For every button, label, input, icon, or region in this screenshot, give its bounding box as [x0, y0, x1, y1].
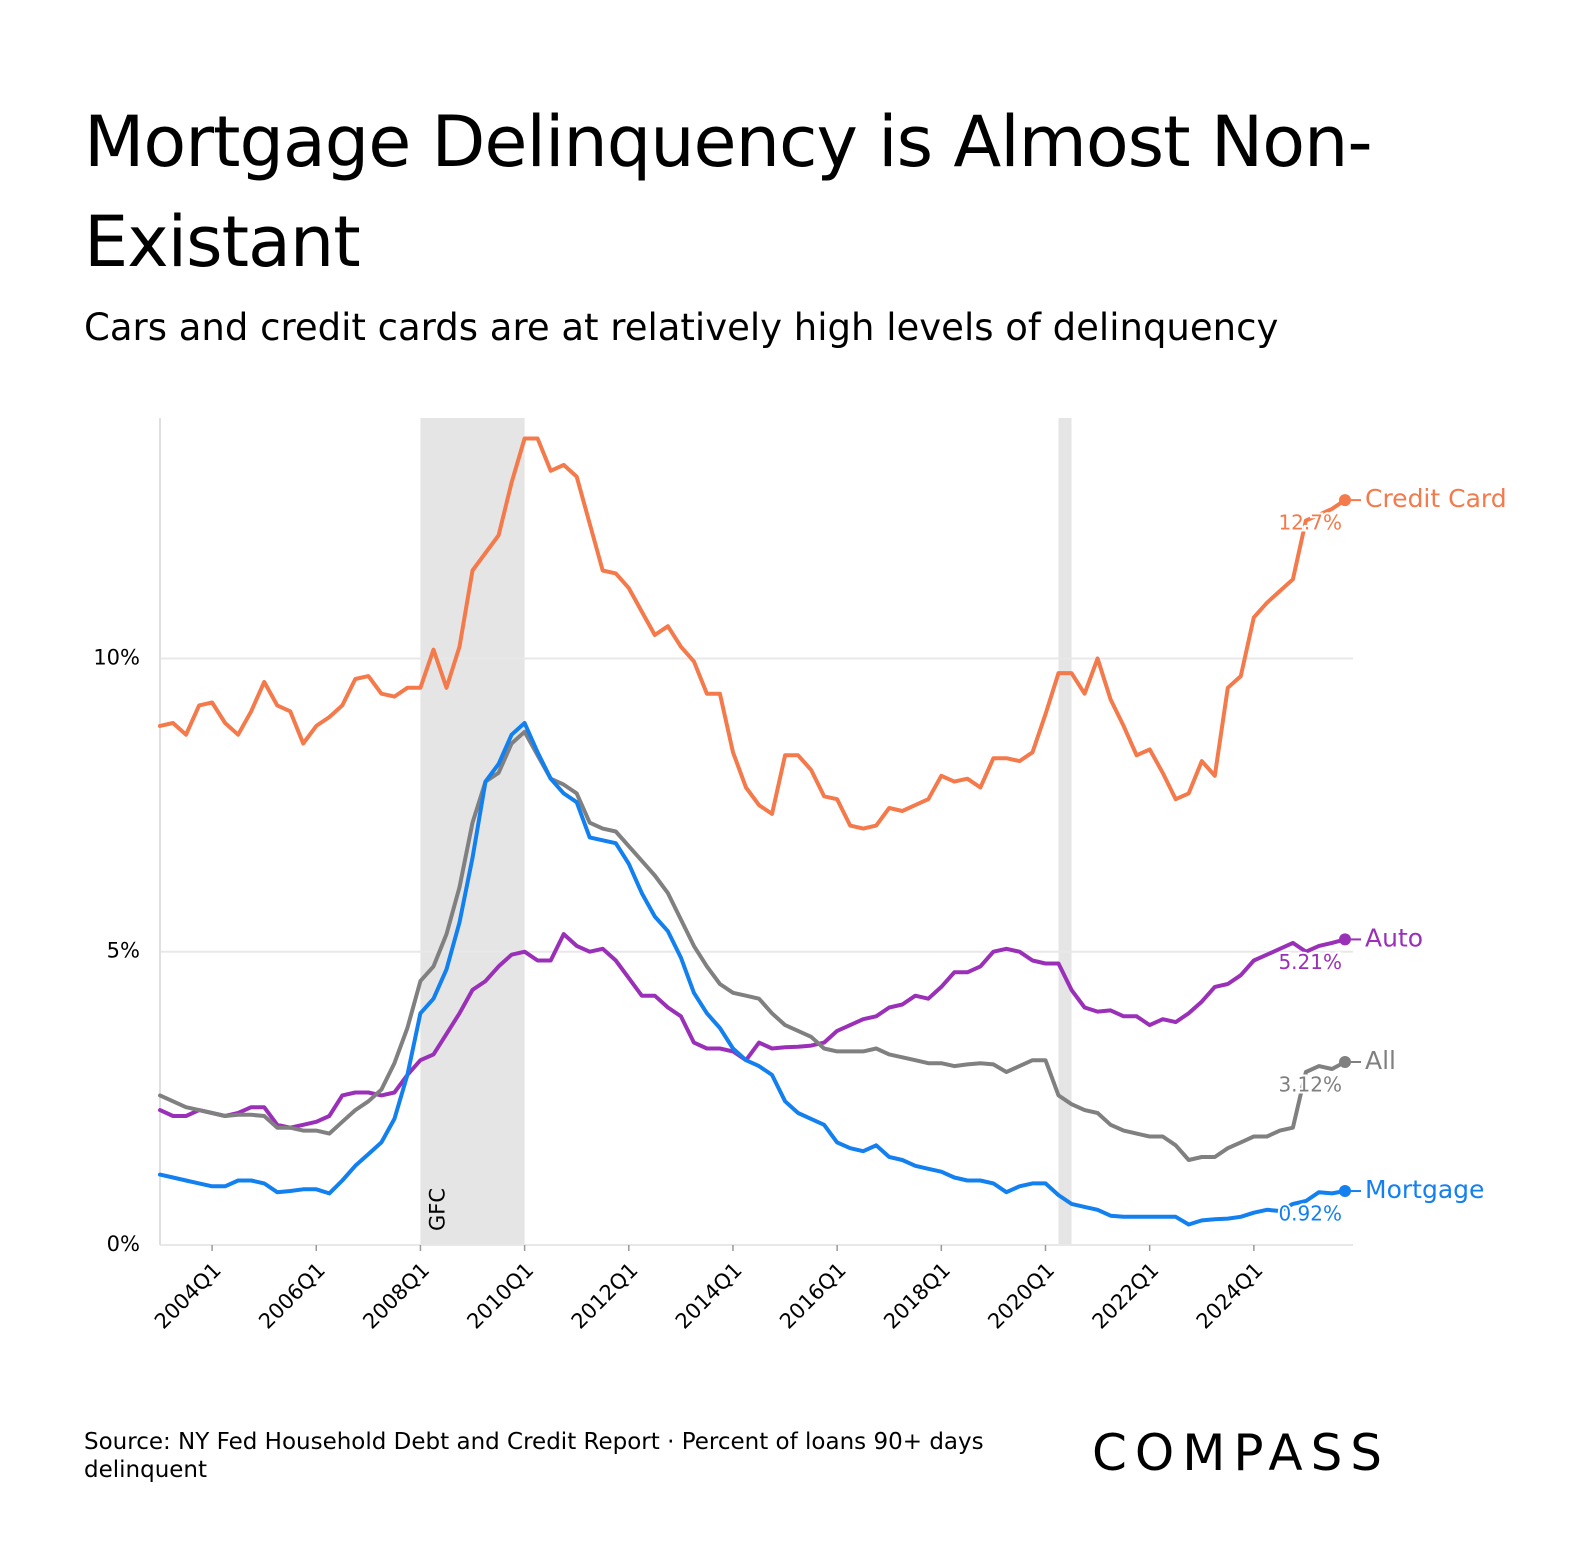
value-label: 5.21% [1278, 950, 1342, 974]
legend-label: Auto [1365, 923, 1423, 952]
x-tick-label: 2022Q1 [1088, 1258, 1164, 1334]
series-line [158, 932, 1347, 1130]
y-tick-label: 5% [107, 939, 140, 963]
x-tick-label: 2004Q1 [150, 1258, 226, 1334]
logo: COMPASS [1092, 1424, 1391, 1482]
y-tick-label: 0% [107, 1232, 140, 1256]
chart-title: Mortgage Delinquency is Almost Non-Exist… [84, 101, 1373, 283]
x-tick-label: 2018Q1 [879, 1258, 955, 1334]
x-tick-label: 2024Q1 [1192, 1258, 1268, 1334]
x-tick-label: 2020Q1 [983, 1258, 1059, 1334]
chart-subtitle: Cars and credit cards are at relatively … [84, 306, 1279, 349]
legend-label: Credit Card [1365, 484, 1507, 513]
x-tick-label: 2016Q1 [775, 1258, 851, 1334]
chart: GFC 0% 5% 10% 2004Q1 2006Q1 2008Q1 2010Q1 2012Q1… [93, 418, 1507, 1334]
legend-label: Mortgage [1365, 1175, 1484, 1204]
x-tick-label: 2008Q1 [358, 1258, 434, 1334]
x-tick-label: 2012Q1 [567, 1258, 643, 1334]
series-line [158, 721, 1347, 1227]
value-label: 0.92% [1278, 1202, 1342, 1226]
value-label: 3.12% [1278, 1073, 1342, 1097]
end-point [1339, 933, 1351, 946]
end-point [1339, 494, 1351, 507]
x-tick-label: 2006Q1 [254, 1258, 330, 1334]
source-note: Source: NY Fed Household Debt and Credit… [84, 1429, 984, 1483]
end-point [1339, 1185, 1351, 1198]
value-label: 12.7% [1278, 511, 1342, 535]
x-tick-label: 2014Q1 [671, 1258, 747, 1334]
end-point [1339, 1056, 1351, 1069]
shaded-region-label: GFC [425, 1188, 449, 1231]
legend-label: All [1365, 1046, 1396, 1075]
shaded-region [1058, 418, 1072, 1245]
y-tick-label: 10% [93, 645, 140, 669]
series-line [158, 729, 1347, 1162]
series-line [158, 436, 1347, 831]
x-tick-label: 2010Q1 [462, 1258, 538, 1334]
